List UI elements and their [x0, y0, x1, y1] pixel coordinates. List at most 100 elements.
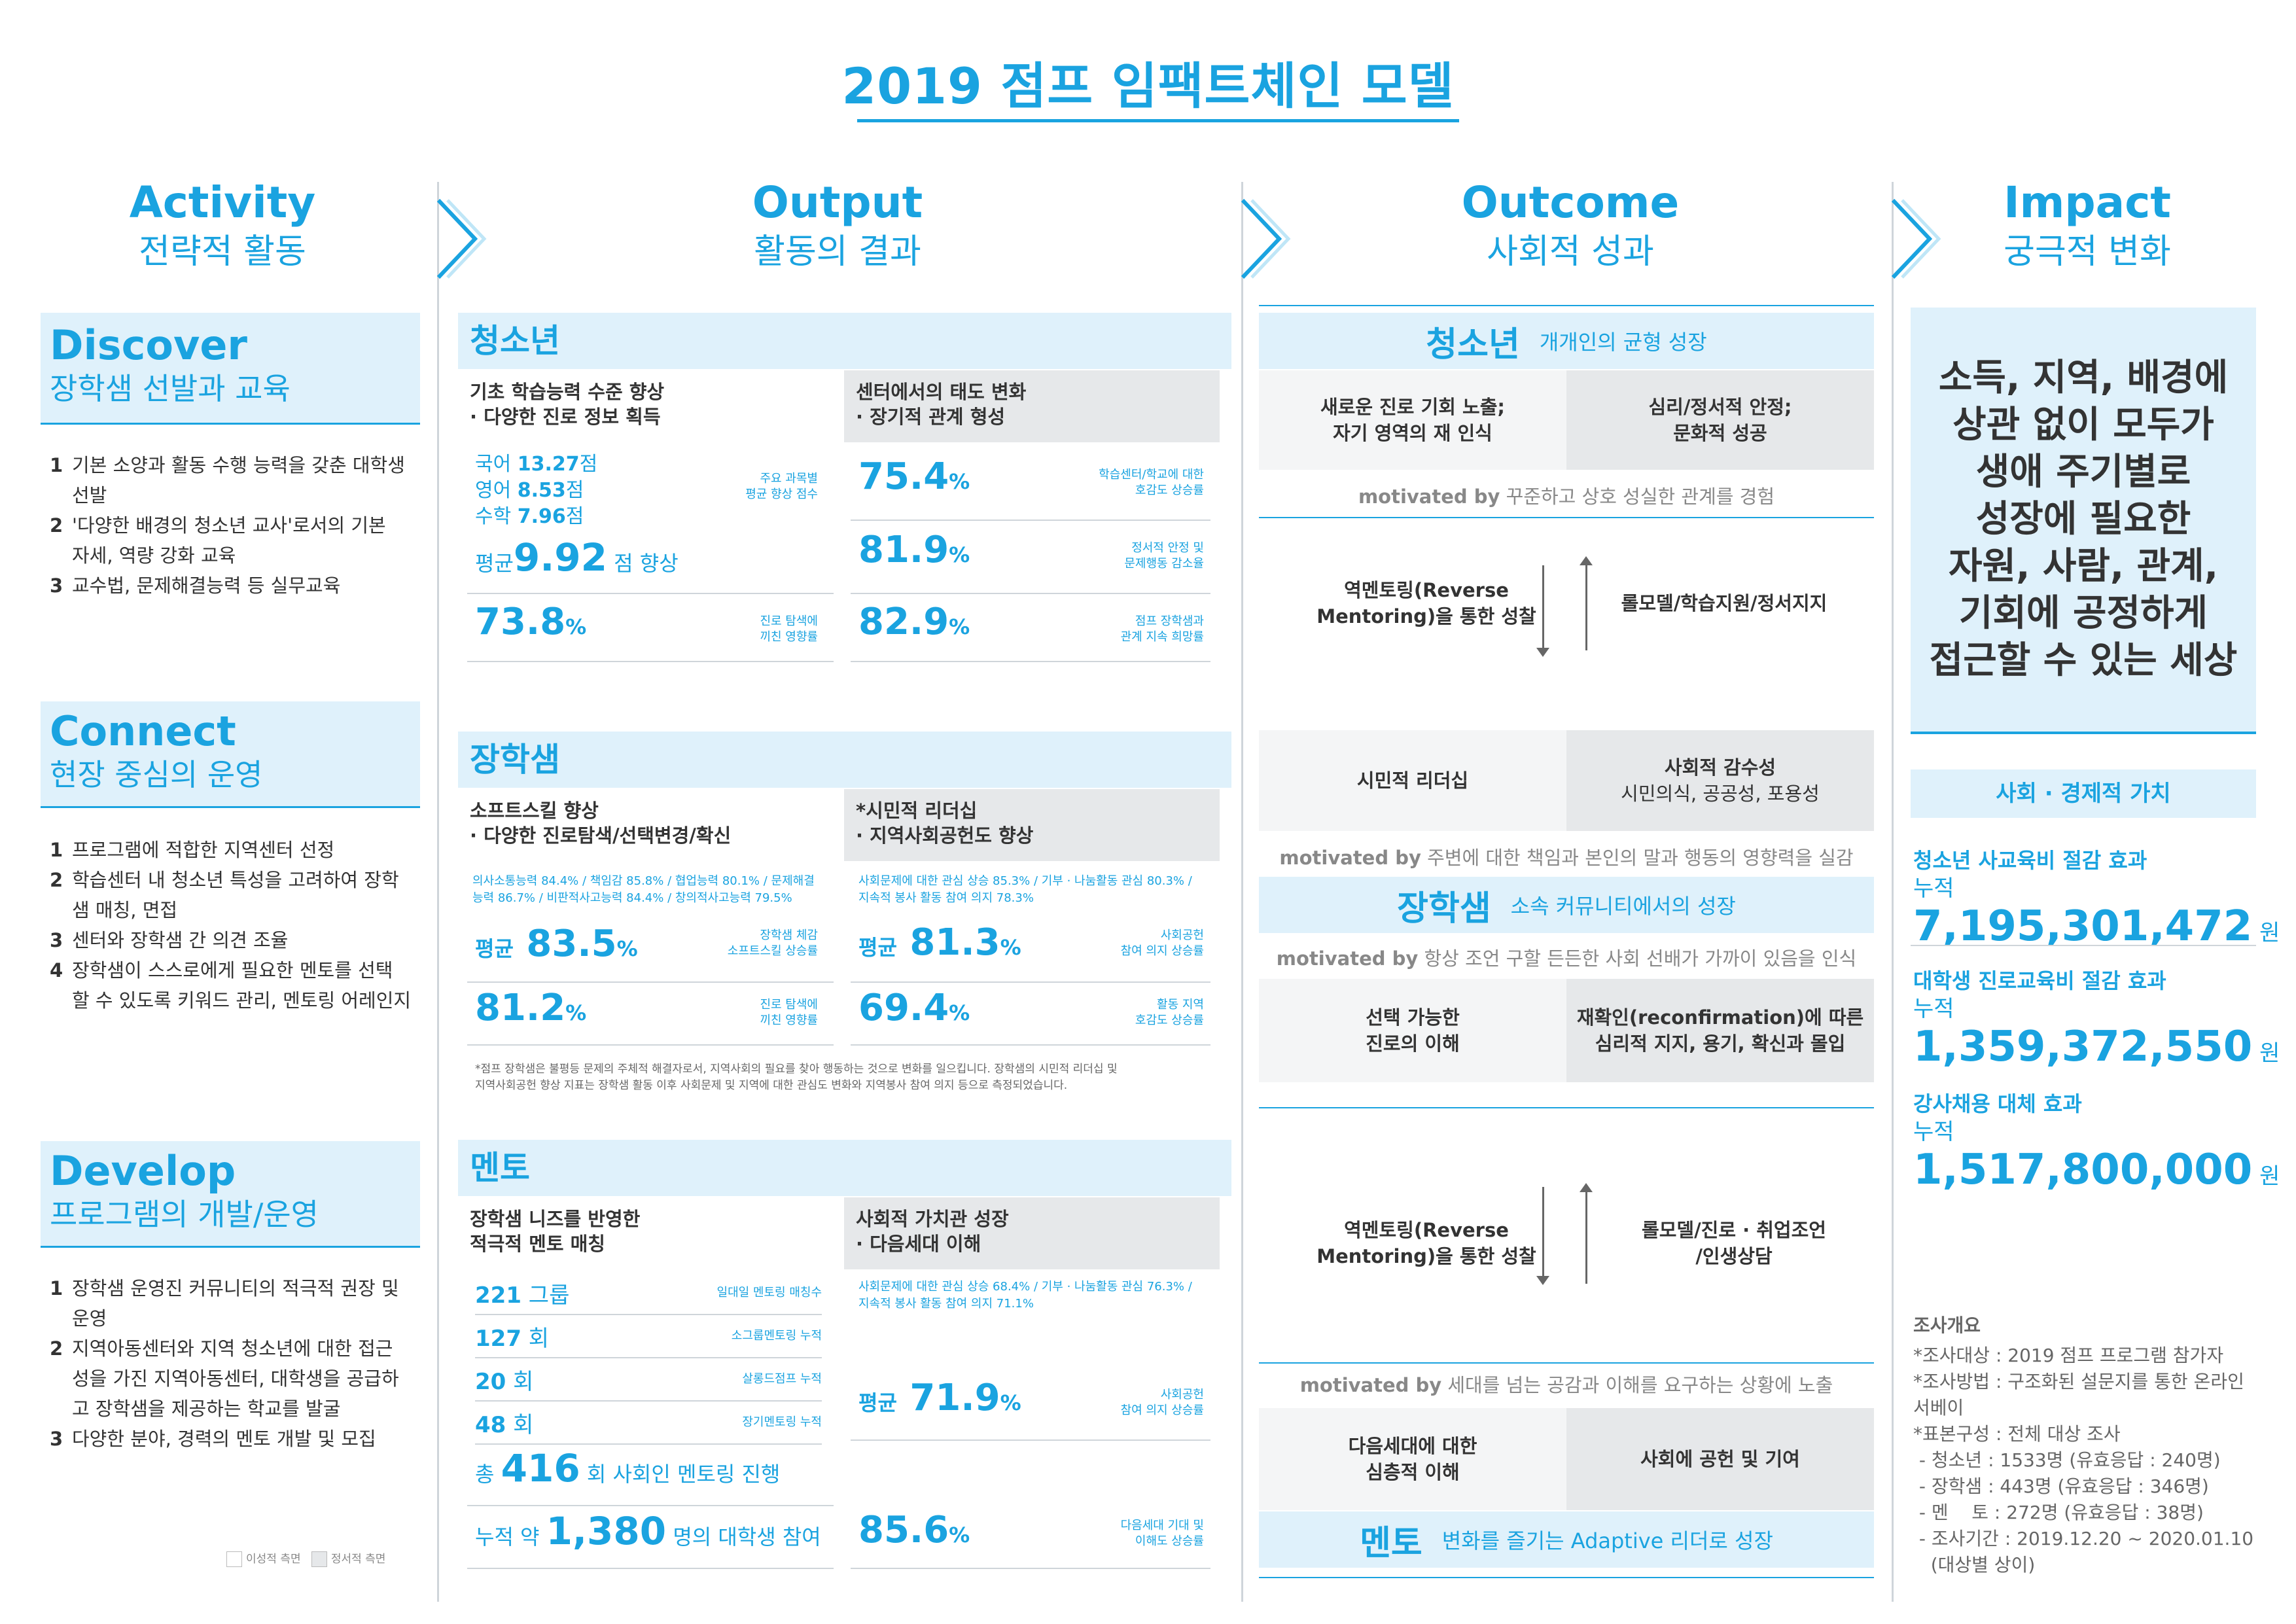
- subhdr-line: · 장기적 관계 형성: [856, 406, 1006, 428]
- box-line: 심리/정서적 안정;: [1648, 396, 1792, 418]
- output-mentor-header: 멘토: [458, 1140, 1231, 1196]
- note-line: 주요 과목별: [760, 472, 818, 485]
- stat-prefix: 평균: [858, 935, 897, 960]
- survey-line: *조사대상 : 2019 점프 프로그램 참가자: [1913, 1345, 2224, 1366]
- motivation-text: 주변에 대한 책임과 본인의 말과 행동의 영향력을 실감: [1427, 847, 1854, 869]
- item-text: 장학샘이 스스로에게 필요한 멘토를 선택: [72, 959, 393, 981]
- vision-line: 생애 주기별로: [1975, 451, 2191, 493]
- stat-note: 학습센터/학교에 대한 호감도 상승률: [1047, 467, 1204, 499]
- detail-line: 의사소통능력 84.4% / 책임감 85.8% / 협업능력 80.1% / …: [472, 874, 815, 888]
- stat-note: 사회공헌 참여 의지 상승률: [1047, 928, 1204, 959]
- stat-value: 평균 81.3%: [858, 921, 1021, 964]
- cum-value: 1,380: [546, 1509, 667, 1553]
- item-number: 1: [50, 839, 63, 861]
- stat-value: 81.2%: [475, 987, 586, 1029]
- develop-panel: Develop 프로그램의 개발/운영: [41, 1141, 420, 1246]
- subject-scores: 국어 13.27점 영어 8.53점 수학 7.96점: [475, 451, 597, 530]
- box-line: Mentoring)을 통한 성찰: [1316, 1245, 1536, 1267]
- column-en: Activity: [129, 177, 316, 228]
- stat-unit: %: [565, 1000, 587, 1025]
- value-unit: 원: [2259, 920, 2280, 946]
- survey-line: - 조사기간 : 2019.12.20 ~ 2020.01.10: [1913, 1528, 2254, 1549]
- survey-line: - 멘 토 : 272명 (유효응답 : 38명): [1913, 1502, 2204, 1523]
- box-line: Mentoring)을 통한 성찰: [1316, 605, 1536, 627]
- section-title: Connect: [50, 707, 236, 755]
- value-amount: 7,195,301,472: [1913, 902, 2253, 951]
- avg-suffix: 점 향상: [614, 551, 679, 576]
- column-ko: 전략적 활동: [139, 232, 306, 272]
- arrow-down-head-icon: [1536, 1276, 1549, 1285]
- item-text: 교수법, 문제해결능력 등 실무교육: [72, 574, 341, 597]
- score-line: 영어 8.53점: [475, 478, 597, 504]
- score-label: 국어: [475, 453, 512, 476]
- scores-note: 주요 과목별 평균 향상 점수: [694, 471, 818, 503]
- subhdr-line: · 다음세대 이해: [856, 1233, 981, 1255]
- stat-divider: [851, 1568, 1210, 1569]
- mentoring-counts: 221 그룹 일대일 멘토링 매칭수 127 회 소그룹멘토링 누적 20 회 …: [475, 1272, 822, 1445]
- outcome-youth-header: 청소년 개개인의 균형 성장: [1259, 313, 1874, 369]
- note-line: 이해도 상승률: [1135, 1534, 1204, 1548]
- motivation-text: 항상 조언 구할 든든한 사회 선배가 가까이 있음을 인식: [1424, 947, 1857, 970]
- arrow-up-head-icon: [1580, 556, 1593, 565]
- stat-note: 진로 탐색에 끼친 영향률: [694, 614, 818, 645]
- outcome-rule: [1259, 305, 1874, 306]
- item-text: 학습센터 내 청소년 특성을 고려하여 장학: [72, 869, 399, 891]
- list-item: 1 장학샘 운영진 커뮤니티의 적극적 권장 및 운영: [50, 1273, 416, 1333]
- output-youth-header: 청소년: [458, 313, 1231, 369]
- value-row: 누적 7,195,301,472 원: [1913, 870, 2296, 951]
- stat-unit: %: [1000, 935, 1021, 960]
- mentor-right-detail: 사회문제에 대한 관심 상승 68.4% / 기부 · 나눔활동 관심 76.3…: [858, 1279, 1225, 1313]
- subhdr-line: 사회적 가치관 성장: [856, 1208, 1009, 1230]
- outcome-box: 사회에 공헌 및 기여: [1566, 1408, 1874, 1510]
- subhdr-line: 소프트스킬 향상: [470, 800, 599, 822]
- arrow-down-icon: [1542, 565, 1544, 650]
- survey-line: *조사방법 : 구조화된 설문지를 통한 온라인: [1913, 1371, 2244, 1392]
- stat-number: 83.5: [526, 923, 617, 965]
- survey-title: 조사개요: [1913, 1315, 1981, 1336]
- value-row: 누적 1,517,800,000 원: [1913, 1114, 2296, 1194]
- stat-value: 81.9%: [858, 529, 970, 571]
- count-note: 살롱드점프 누적: [742, 1372, 822, 1386]
- develop-list: 1 장학샘 운영진 커뮤니티의 적극적 권장 및 운영 2 지역아동센터와 지역 청소…: [50, 1273, 416, 1454]
- column-divider: [1241, 182, 1243, 1602]
- motivated-by: motivated by: [1358, 485, 1500, 508]
- item-number: 1: [50, 1277, 63, 1299]
- box-line: 자기 영역의 재 인식: [1333, 422, 1492, 444]
- item-text: 고 장학샘을 제공하는 학교를 발굴: [72, 1398, 341, 1420]
- motivation-line: motivated by 주변에 대한 책임과 본인의 말과 행동의 영향력을 …: [1259, 843, 1874, 870]
- item-number: 3: [50, 1428, 63, 1450]
- box-line: 사회에 공헌 및 기여: [1640, 1448, 1800, 1470]
- arrow-down-head-icon: [1536, 648, 1549, 657]
- note-line: 관계 지속 희망률: [1120, 630, 1204, 644]
- outcome-header-title: 청소년: [1426, 325, 1520, 364]
- box-line: 롤모델/학습지원/정서지지: [1621, 592, 1828, 614]
- stat-unit: %: [1000, 1390, 1021, 1415]
- count-unit: 회: [513, 1368, 534, 1395]
- stat-divider: [851, 520, 1210, 521]
- outcome-rule: [1259, 1107, 1874, 1108]
- outcome-box: 재확인(reconfirmation)에 따른 심리적 지지, 용기, 확신과 몰…: [1566, 979, 1874, 1082]
- scholar-footnote: *점프 장학샘은 불평등 문제의 주체적 해결자로서, 지역사회의 필요를 찾아…: [475, 1061, 1214, 1094]
- output-scholar-left-title: 소프트스킬 향상 · 다양한 진로탐색/선택변경/확신: [458, 789, 840, 861]
- list-item: 1 프로그램에 적합한 지역센터 선정: [50, 835, 416, 865]
- score-unit: 점: [565, 505, 584, 528]
- detail-line: 지속적 봉사 활동 참여 의지 71.1%: [858, 1297, 1034, 1311]
- subhdr-line: · 다양한 진로 정보 획득: [470, 406, 661, 428]
- value-unit: 원: [2259, 1163, 2280, 1190]
- arrow-up-icon: [1585, 564, 1587, 650]
- score-line: 국어 13.27점: [475, 451, 597, 478]
- stat-divider: [851, 981, 1210, 983]
- connect-list: 1 프로그램에 적합한 지역센터 선정 2 학습센터 내 청소년 특성을 고려하여 …: [50, 835, 416, 1015]
- stat-divider: [851, 1044, 1210, 1046]
- outcome-box: 롤모델/학습지원/정서지지: [1597, 557, 1852, 649]
- chevron-right-icon: [436, 198, 487, 279]
- motivation-text: 세대를 넘는 공감과 이해를 요구하는 상황에 노출: [1447, 1374, 1833, 1396]
- legend-swatch-rational: [226, 1551, 242, 1567]
- section-rule: [41, 1246, 420, 1248]
- value-label: 청소년 사교육비 절감 효과: [1913, 848, 2147, 873]
- subhdr-line: 적극적 멘토 매칭: [470, 1233, 605, 1255]
- list-item: 1 기본 소양과 활동 수행 능력을 갖춘 대학생 선발: [50, 450, 416, 510]
- count-row: 48 회 장기멘토링 누적: [475, 1402, 822, 1445]
- item-number: 3: [50, 574, 63, 597]
- note-line: 사회공헌: [1160, 928, 1204, 942]
